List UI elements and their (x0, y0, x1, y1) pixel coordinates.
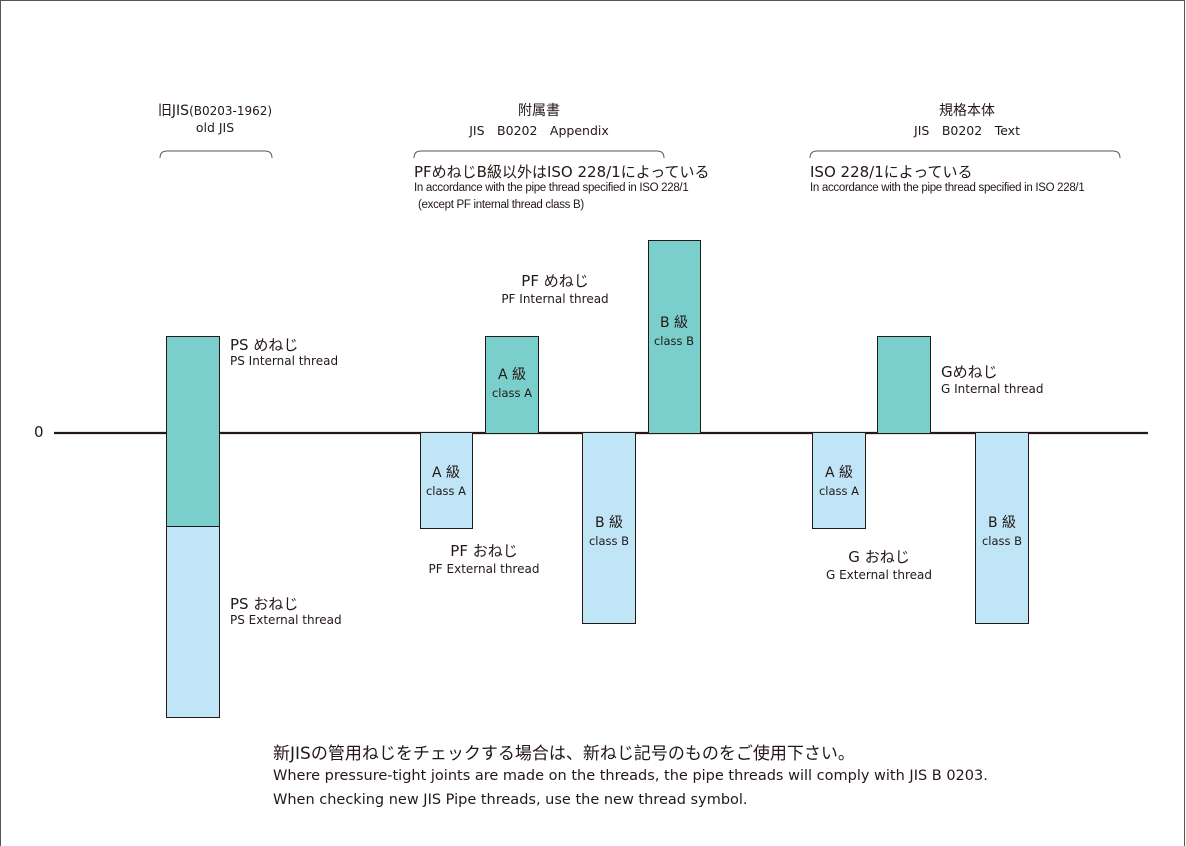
g-external-class-b-bar (975, 432, 1029, 624)
pf-internal-class-b-bar (648, 240, 701, 434)
class-a-ja: A 級 (497, 367, 527, 383)
pf-internal-class-a-label: A 級 class A (492, 364, 532, 400)
class-b-en: class B (981, 534, 1023, 548)
pf-internal-class-b-label: B 級 class B (654, 312, 694, 348)
footer-note-en-2: When checking new JIS Pipe threads, use … (273, 792, 748, 808)
text-title: 規格本体 (939, 103, 995, 119)
ps-external-label-en: PS External thread (230, 613, 342, 627)
class-b-ja: B 級 (594, 515, 624, 531)
class-b-ja: B 級 (659, 315, 689, 331)
pf-external-class-a-bar (420, 432, 473, 529)
class-b-en: class B (653, 334, 695, 348)
pf-internal-label-ja: PF めねじ (521, 272, 589, 290)
class-b-en: class B (588, 534, 630, 548)
appendix-note-en-2: (except PF internal thread class B) (418, 199, 584, 211)
ps-internal-label-ja: PS めねじ (230, 336, 299, 354)
ps-internal-bar (166, 336, 220, 527)
class-a-en: class A (425, 484, 467, 498)
old-jis-title-suffix: (B0203-1962) (189, 104, 273, 118)
bracket-appendix (413, 150, 665, 159)
g-external-class-a-bar (812, 432, 866, 529)
bracket-text (809, 150, 1121, 159)
old-jis-title: 旧JIS(B0203-1962) (158, 100, 272, 120)
g-internal-label-ja: Gめねじ (941, 363, 998, 381)
ps-external-bar (166, 526, 220, 718)
class-a-ja: A 級 (431, 465, 461, 481)
pf-internal-label-en: PF Internal thread (501, 292, 609, 306)
old-jis-title-ja: 旧JIS (157, 103, 190, 119)
appendix-title: 附属書 (518, 103, 560, 119)
pf-external-label-en: PF External thread (428, 562, 540, 576)
text-note-en: In accordance with the pipe thread speci… (810, 182, 1085, 194)
class-a-en: class A (491, 386, 533, 400)
pf-external-class-b-bar (582, 432, 636, 624)
class-a-en: class A (818, 484, 860, 498)
old-jis-subtitle: old JIS (195, 120, 235, 135)
g-external-class-a-label: A 級 class A (819, 462, 859, 498)
g-external-class-b-label: B 級 class B (982, 512, 1022, 548)
pf-external-label-ja: PF おねじ (450, 542, 518, 560)
appendix-subtitle: JIS B0202 Appendix (469, 123, 609, 138)
zero-label: 0 (34, 423, 44, 441)
class-a-ja: A 級 (824, 465, 854, 481)
appendix-note-ja: PFめねじB級以外はISO 228/1によっている (414, 163, 710, 181)
pf-external-class-a-label: A 級 class A (426, 462, 466, 498)
class-b-ja: B 級 (987, 515, 1017, 531)
text-note-ja: ISO 228/1によっている (810, 163, 973, 181)
pf-internal-class-a-bar (485, 336, 539, 434)
footer-note-en-1: Where pressure-tight joints are made on … (273, 768, 988, 784)
ps-internal-label-en: PS Internal thread (230, 354, 339, 368)
bracket-old (159, 150, 273, 159)
pf-external-class-b-label: B 級 class B (589, 512, 629, 548)
appendix-note-en-1: In accordance with the pipe thread speci… (414, 182, 689, 194)
g-internal-bar (877, 336, 931, 434)
g-internal-label-en: G Internal thread (941, 382, 1044, 396)
g-external-label-en: G External thread (825, 568, 933, 582)
text-subtitle: JIS B0202 Text (914, 123, 1020, 138)
g-external-label-ja: G おねじ (848, 548, 910, 566)
footer-note-ja: 新JISの管用ねじをチェックする場合は、新ねじ記号のものをご使用下さい。 (273, 744, 855, 764)
ps-external-label-ja: PS おねじ (230, 595, 299, 613)
